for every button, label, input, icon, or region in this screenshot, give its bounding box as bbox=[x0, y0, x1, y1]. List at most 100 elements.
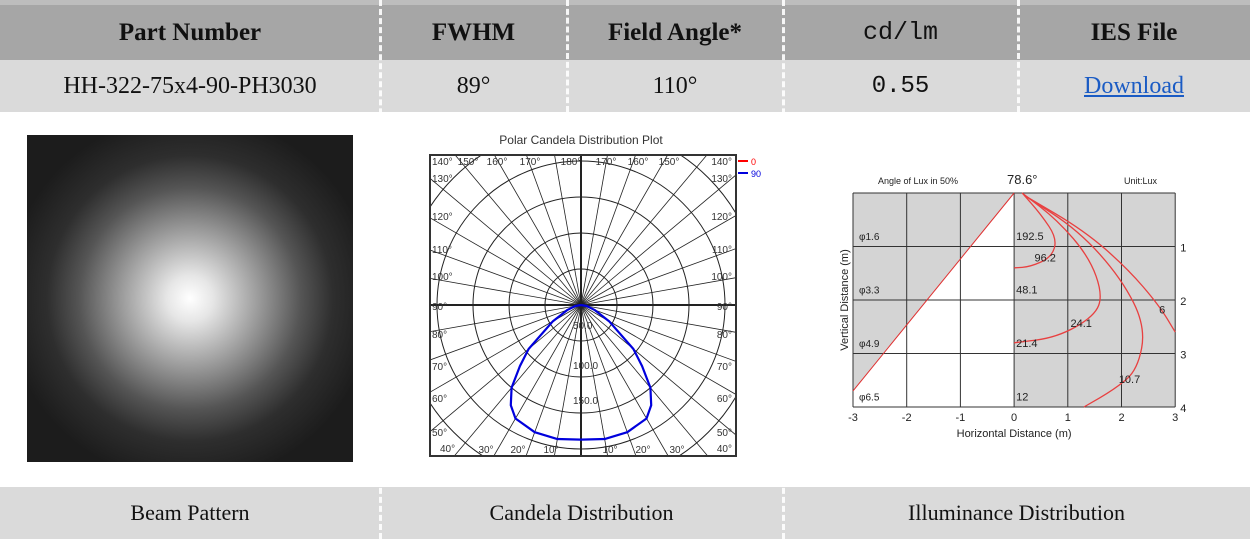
grid-spoke bbox=[580, 304, 669, 456]
grid-spoke bbox=[430, 217, 582, 306]
radial-label: 50.0 bbox=[573, 321, 593, 332]
grid-spoke bbox=[430, 304, 582, 333]
center-lux-label: 12 bbox=[1016, 391, 1028, 403]
grid-spoke bbox=[580, 215, 736, 306]
angle-label-right: 120° bbox=[711, 212, 732, 223]
angle-label-right: 40° bbox=[717, 444, 732, 455]
chart-title: Polar Candela Distribution Plot bbox=[499, 133, 663, 147]
grid-spoke bbox=[580, 155, 668, 306]
x-tick: -2 bbox=[902, 412, 912, 424]
angle-label-left: 40° bbox=[440, 444, 455, 455]
angle-label-top: 150° bbox=[458, 157, 479, 168]
fwhm-value: 89° bbox=[380, 60, 567, 112]
angle-label-top: 170° bbox=[520, 157, 541, 168]
angle-label-top: 150° bbox=[659, 157, 680, 168]
grid-spoke bbox=[580, 155, 636, 306]
diameter-label: φ4.9 bbox=[859, 339, 880, 350]
ies-cell: Download bbox=[1018, 60, 1250, 112]
angle-label-left: 90° bbox=[432, 302, 447, 313]
x-tick: -3 bbox=[848, 412, 858, 424]
grid-spoke bbox=[553, 304, 582, 456]
contour-label: 10.7 bbox=[1119, 374, 1140, 386]
grid-spoke bbox=[493, 304, 582, 456]
footer-illuminance: Illuminance Distribution bbox=[783, 487, 1250, 539]
angle-label-top: 160° bbox=[628, 157, 649, 168]
lux-contour bbox=[1024, 195, 1176, 333]
grid-spoke bbox=[580, 304, 709, 456]
plot-frame bbox=[429, 154, 737, 457]
legend-label: 90 bbox=[751, 169, 761, 179]
angle-label-right: 80° bbox=[717, 330, 732, 341]
legend-label: 0 bbox=[751, 157, 756, 167]
grid-spoke bbox=[580, 304, 609, 456]
grid-spoke bbox=[580, 304, 736, 362]
grid-spoke bbox=[580, 248, 736, 306]
header-ies-file: IES File bbox=[1018, 0, 1250, 60]
column-divider bbox=[566, 0, 569, 112]
grid-spoke bbox=[494, 155, 582, 306]
diameter-label: φ1.6 bbox=[859, 232, 880, 243]
candela-area: Polar Candela Distribution Plot 50.0 100.0… bbox=[380, 112, 783, 487]
grid-spoke bbox=[554, 155, 582, 306]
grid-spoke bbox=[430, 277, 582, 306]
footer-beam-pattern: Beam Pattern bbox=[0, 487, 380, 539]
grid-spoke bbox=[430, 304, 582, 433]
angle-label-bottom: 20° bbox=[635, 445, 650, 456]
polar-candela-chart: Polar Candela Distribution Plot 50.0 100.0… bbox=[429, 133, 761, 457]
angle-label-right: 100° bbox=[711, 272, 732, 283]
beam-angle-line bbox=[852, 192, 1015, 392]
radial-label: 150.0 bbox=[573, 396, 598, 407]
diameter-label: φ6.5 bbox=[859, 392, 880, 403]
angle-label-right: 90° bbox=[717, 302, 732, 313]
center-lux-label: 21.4 bbox=[1016, 338, 1037, 350]
x-axis-label: Horizontal Distance (m) bbox=[957, 428, 1072, 440]
y-axis-label: Vertical Distance (m) bbox=[839, 249, 851, 350]
angle-label-left: 80° bbox=[432, 330, 447, 341]
y-tick: 4 bbox=[1180, 403, 1186, 415]
x-tick: 0 bbox=[1011, 412, 1017, 424]
grid-spoke bbox=[580, 155, 608, 306]
x-tick: 1 bbox=[1065, 412, 1071, 424]
angle-label-bottom: 30° bbox=[669, 445, 684, 456]
beam-pattern-image bbox=[27, 135, 353, 462]
angle-label-left: 70° bbox=[432, 362, 447, 373]
angle-label-left: 110° bbox=[432, 245, 452, 256]
angle-label-left: 120° bbox=[432, 212, 453, 223]
lux-contour bbox=[1014, 192, 1056, 269]
angle-label-bottom: 30° bbox=[478, 445, 493, 456]
diameter-label: φ3.3 bbox=[859, 285, 880, 296]
angle-label-left: 130° bbox=[432, 174, 453, 185]
x-tick: 3 bbox=[1172, 412, 1178, 424]
angle-label-right: 130° bbox=[711, 174, 732, 185]
center-lux-label: 192.5 bbox=[1016, 231, 1044, 243]
illuminance-chart: Angle of Lux in 50% 78.6° Unit:Lux φ1.6 φ3.3… bbox=[839, 172, 1186, 440]
polar-grid bbox=[430, 155, 736, 456]
angle-label-right: 70° bbox=[717, 362, 732, 373]
series-90-curve bbox=[509, 303, 653, 441]
angle-label-top: 170° bbox=[596, 157, 617, 168]
header-part-number: Part Number bbox=[0, 0, 380, 60]
field-angle-value: 110° bbox=[567, 60, 783, 112]
y-tick: 3 bbox=[1180, 350, 1186, 362]
angle-label-right: 110° bbox=[712, 245, 732, 256]
angle-label-right: 60° bbox=[717, 394, 732, 405]
column-divider bbox=[1017, 0, 1020, 112]
grid-spoke bbox=[525, 304, 582, 456]
part-number-value: HH-322-75x4-90-PH3030 bbox=[0, 60, 380, 112]
header-fwhm: FWHM bbox=[380, 0, 567, 60]
angle-label-bottom: 20° bbox=[510, 445, 525, 456]
grid-spoke bbox=[454, 155, 582, 306]
lux-contour bbox=[1014, 192, 1101, 344]
y-tick: 2 bbox=[1180, 296, 1186, 308]
angle-label-top: 160° bbox=[487, 157, 508, 168]
header-cd-lm-cell: cd/lm bbox=[783, 0, 1018, 60]
ies-download-link[interactable]: Download bbox=[1084, 72, 1184, 99]
grid-spoke bbox=[580, 304, 637, 456]
contour-label: 24.1 bbox=[1070, 318, 1091, 330]
grid-spoke bbox=[430, 177, 582, 306]
angle-label-right: 50° bbox=[717, 428, 732, 439]
grid-spoke bbox=[580, 174, 736, 306]
grid-spoke bbox=[430, 304, 582, 361]
illuminance-area: Angle of Lux in 50% 78.6° Unit:Lux φ1.6 φ3.3… bbox=[783, 112, 1250, 487]
angle-label-left: 50° bbox=[432, 428, 447, 439]
